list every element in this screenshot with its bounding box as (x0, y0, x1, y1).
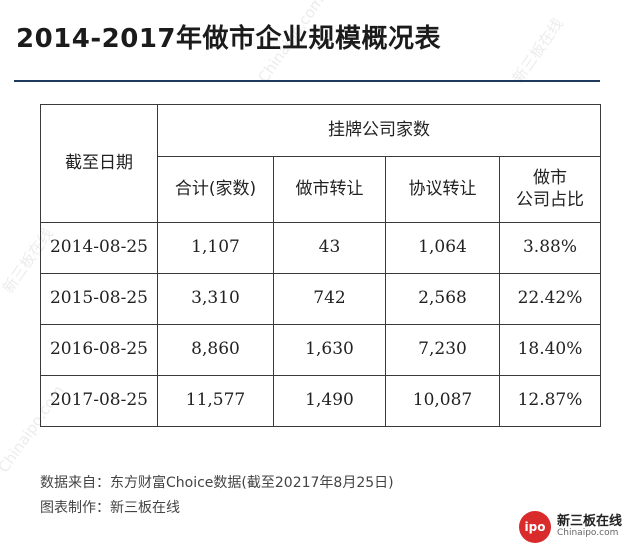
title-divider (14, 80, 600, 82)
cell-date: 2016-08-25 (40, 324, 158, 376)
col-header-ratio: 做市 公司占比 (499, 156, 601, 223)
brand-logo: ipo 新三板在线 Chinaipo.com (518, 511, 622, 543)
table-row: 2016-08-25 8,860 1,630 7,230 18.40% (40, 324, 601, 376)
col-header-agreement: 协议转让 (385, 156, 500, 223)
source-note: 数据来自：东方财富Choice数据(截至20217年8月25日) (40, 475, 394, 491)
cell-total: 8,860 (157, 324, 274, 376)
cell-agreement: 2,568 (385, 273, 500, 325)
watermark: 新三板在线 (509, 14, 567, 87)
logo-badge-icon: ipo (518, 511, 551, 543)
cell-ratio: 18.40% (499, 324, 601, 376)
logo-domain: Chinaipo.com (556, 528, 619, 539)
cell-date: 2017-08-25 (40, 375, 158, 427)
cell-ratio: 3.88% (499, 222, 601, 274)
table-row: 2014-08-25 1,107 43 1,064 3.88% (40, 222, 601, 274)
cell-total: 1,107 (157, 222, 274, 274)
cell-agreement: 7,230 (385, 324, 500, 376)
group-header: 挂牌公司家数 (157, 104, 601, 157)
table-row: 2017-08-25 11,577 1,490 10,087 12.87% (40, 375, 601, 427)
scale-table: 截至日期 挂牌公司家数 合计(家数) 做市转让 协议转让 做市 公司占比 201… (40, 104, 601, 427)
date-header: 截至日期 (40, 104, 158, 223)
maker-note: 图表制作：新三板在线 (40, 500, 180, 516)
cell-market-making: 742 (273, 273, 386, 325)
cell-ratio: 12.87% (499, 375, 601, 427)
cell-market-making: 1,490 (273, 375, 386, 427)
logo-name: 新三板在线 (556, 513, 622, 529)
col-header-market-making: 做市转让 (273, 156, 386, 223)
cell-date: 2014-08-25 (40, 222, 158, 274)
cell-ratio: 22.42% (499, 273, 601, 325)
cell-agreement: 1,064 (385, 222, 500, 274)
cell-agreement: 10,087 (385, 375, 500, 427)
cell-total: 3,310 (157, 273, 274, 325)
col-header-total: 合计(家数) (157, 156, 274, 223)
cell-market-making: 1,630 (273, 324, 386, 376)
cell-total: 11,577 (157, 375, 274, 427)
cell-market-making: 43 (273, 222, 386, 274)
cell-date: 2015-08-25 (40, 273, 158, 325)
table-row: 2015-08-25 3,310 742 2,568 22.42% (40, 273, 601, 325)
page-title: 2014-2017年做市企业规模概况表 (16, 24, 442, 54)
